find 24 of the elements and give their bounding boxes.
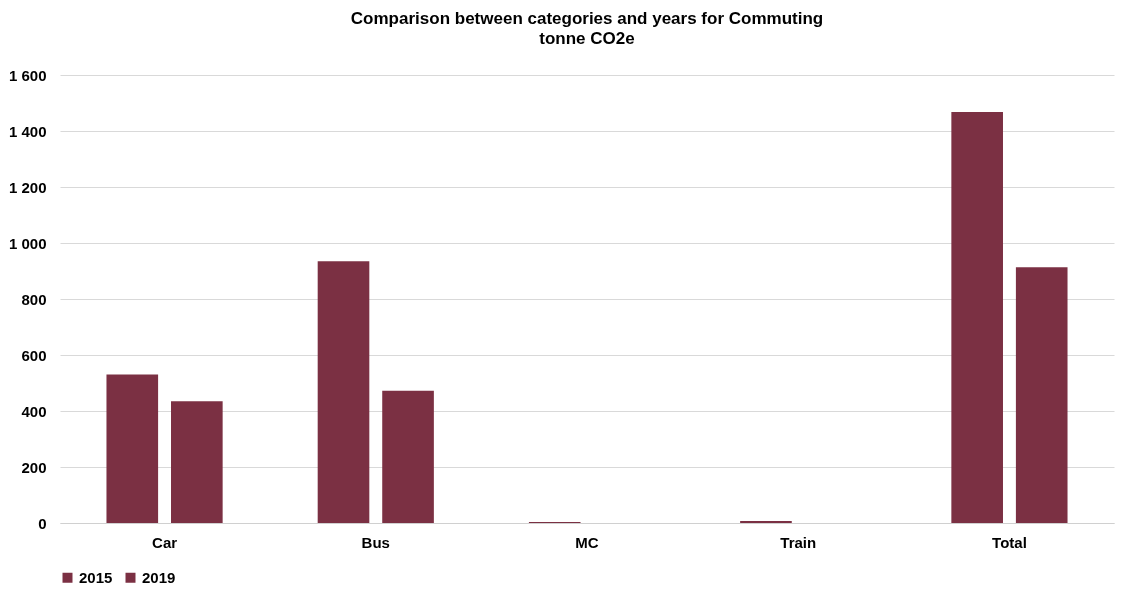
chart-title: Comparison between categories and years for Commuting [350,9,824,28]
bar [951,111,1003,523]
bar [106,374,159,523]
chart-subtitle: tonne CO2e [539,29,635,48]
x-tick-label: Train [780,533,817,551]
y-tick-label: 1 200 [8,178,47,196]
y-tick-label: 1 600 [8,66,47,84]
y-tick-label: 1 400 [8,122,47,140]
x-tick-label: Car [152,533,178,551]
x-tick-label: MC [575,533,599,551]
bar [382,390,434,523]
x-tick-label: Total [992,533,1027,551]
legend-label: 2015 [79,568,113,586]
legend-label: 2019 [142,568,176,586]
y-tick-label: 1 000 [8,234,47,252]
y-tick-label: 200 [21,458,47,476]
bar [171,401,223,523]
y-tick-label: 800 [21,290,47,308]
x-tick-label: Bus [361,533,390,551]
y-tick-label: 0 [38,514,47,532]
bar [1015,267,1068,523]
y-tick-label: 400 [21,402,47,420]
bar [317,261,370,523]
y-tick-label: 600 [21,346,47,364]
